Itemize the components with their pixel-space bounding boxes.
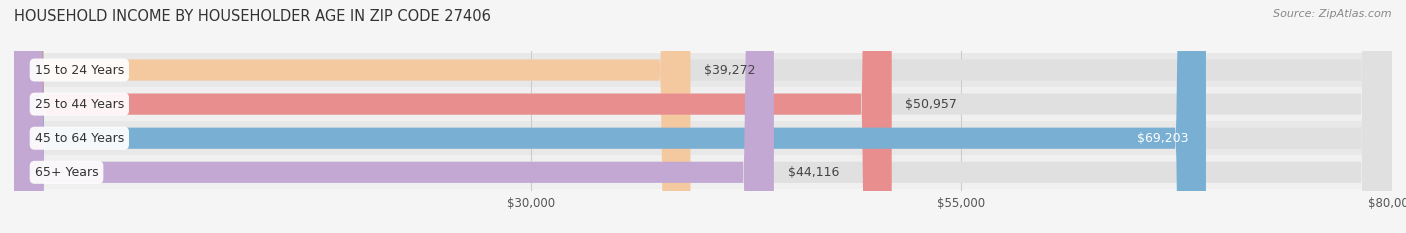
Text: Source: ZipAtlas.com: Source: ZipAtlas.com bbox=[1274, 9, 1392, 19]
Text: HOUSEHOLD INCOME BY HOUSEHOLDER AGE IN ZIP CODE 27406: HOUSEHOLD INCOME BY HOUSEHOLDER AGE IN Z… bbox=[14, 9, 491, 24]
FancyBboxPatch shape bbox=[14, 53, 1392, 87]
FancyBboxPatch shape bbox=[14, 0, 1392, 233]
Text: 65+ Years: 65+ Years bbox=[35, 166, 98, 179]
Text: $50,957: $50,957 bbox=[905, 98, 957, 111]
FancyBboxPatch shape bbox=[14, 0, 1206, 233]
Text: $44,116: $44,116 bbox=[787, 166, 839, 179]
FancyBboxPatch shape bbox=[14, 0, 690, 233]
FancyBboxPatch shape bbox=[14, 0, 1392, 233]
Text: $39,272: $39,272 bbox=[704, 64, 756, 76]
Text: 45 to 64 Years: 45 to 64 Years bbox=[35, 132, 124, 145]
FancyBboxPatch shape bbox=[14, 121, 1392, 155]
FancyBboxPatch shape bbox=[14, 155, 1392, 189]
Text: 25 to 44 Years: 25 to 44 Years bbox=[35, 98, 124, 111]
Text: $69,203: $69,203 bbox=[1137, 132, 1188, 145]
FancyBboxPatch shape bbox=[14, 0, 1392, 233]
FancyBboxPatch shape bbox=[14, 0, 1392, 233]
FancyBboxPatch shape bbox=[14, 0, 773, 233]
Text: 15 to 24 Years: 15 to 24 Years bbox=[35, 64, 124, 76]
FancyBboxPatch shape bbox=[14, 87, 1392, 121]
FancyBboxPatch shape bbox=[14, 0, 891, 233]
